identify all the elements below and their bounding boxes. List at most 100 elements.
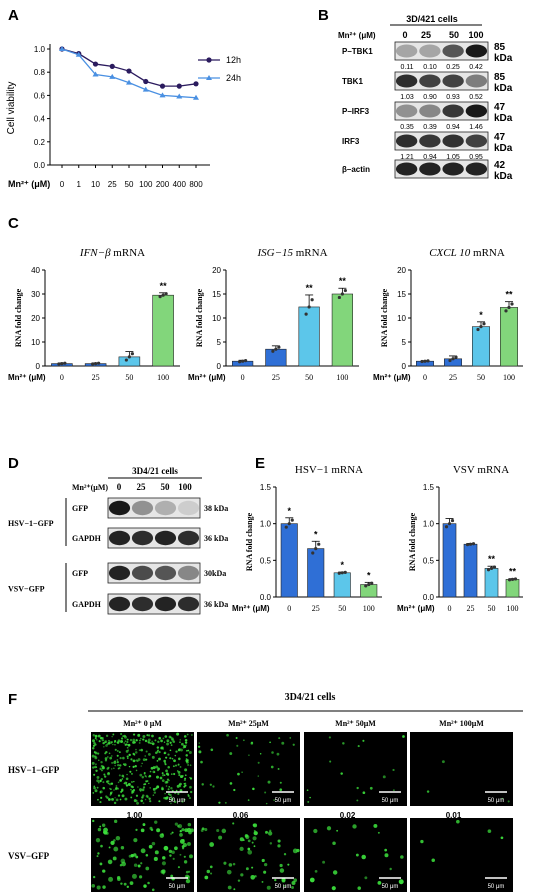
- ytick-label: 20: [212, 266, 221, 275]
- d-row-1-band: [131, 530, 154, 546]
- ytick-label: 5: [217, 338, 222, 347]
- f-gfp-dot: [131, 781, 133, 783]
- f-gfp-dot: [273, 799, 275, 801]
- d-row-kda: 30kDa: [204, 569, 226, 578]
- f-gfp-dot: [179, 766, 182, 768]
- f-gfp-dot: [141, 796, 144, 799]
- f-gfp-dot: [382, 775, 386, 779]
- ytick-label: 40: [31, 266, 40, 275]
- f-gfp-dot: [102, 786, 106, 790]
- f-gfp-dot: [128, 765, 131, 768]
- xtick-label: 25: [312, 604, 320, 613]
- xtick-label: 50: [488, 604, 496, 613]
- data-point: [510, 577, 515, 582]
- f-gfp-dot: [158, 800, 161, 803]
- f-gfp-dot: [134, 751, 138, 754]
- f-gfp-dot: [247, 850, 253, 855]
- bar: [484, 568, 499, 598]
- f-gfp-dot: [189, 790, 193, 794]
- data-point: [510, 302, 514, 306]
- f-gfp-dot: [226, 733, 229, 737]
- f-gfp-dot: [101, 823, 106, 827]
- data-point: [343, 570, 347, 574]
- b-row-kda-num: 85: [494, 72, 506, 83]
- b-row-kda-num: 42: [494, 160, 506, 171]
- a-ytick-label: 0.2: [34, 138, 46, 147]
- f-gfp-dot: [109, 787, 111, 790]
- f-gfp-dot: [177, 770, 181, 774]
- f-gfp-dot: [143, 783, 145, 786]
- f-gfp-dot: [102, 741, 105, 745]
- f-gfp-dot: [154, 739, 157, 742]
- f-gfp-dot: [132, 765, 135, 768]
- chart-title: ISG−15 mRNA: [256, 247, 327, 259]
- f-gfp-dot: [188, 751, 192, 755]
- data-point: [507, 305, 511, 310]
- f-col-label: Mn²⁺ 100μM: [439, 719, 484, 728]
- f-gfp-dot: [114, 764, 116, 767]
- f-gfp-dot: [274, 878, 277, 882]
- panel-letter-d: D: [8, 455, 19, 472]
- f-gfp-dot: [120, 882, 123, 885]
- f-gfp-dot: [169, 741, 172, 744]
- b-quant-value: 0.90: [423, 94, 437, 101]
- f-gfp-dot: [140, 848, 146, 854]
- f-gfp-dot: [171, 738, 175, 742]
- a-ytick-label: 0.8: [34, 68, 46, 77]
- f-gfp-dot: [183, 855, 186, 858]
- f-gfp-dot: [183, 860, 188, 864]
- f-gfp-dot: [227, 885, 232, 890]
- f-gfp-dot: [209, 783, 212, 786]
- d-row-1-band: [177, 530, 200, 546]
- f-gfp-dot: [103, 773, 106, 776]
- bar-chart-E2: 0.0 0.5 1.0 1.5 0 25 ** 50 ** 100 VSV mRNA RNA fold…: [397, 464, 523, 613]
- data-point: [367, 582, 371, 587]
- f-gfp-dot: [180, 775, 183, 779]
- data-point: [94, 362, 98, 366]
- f-gfp-dot: [236, 744, 239, 747]
- f-gfp-dot: [185, 870, 189, 874]
- b-cells-label: 3D/421 cells: [406, 14, 458, 24]
- f-gfp-dot: [181, 800, 184, 803]
- f-gfp-dot: [200, 760, 203, 764]
- a-ytick-label: 1.0: [34, 45, 46, 54]
- f-gfp-dot: [293, 878, 298, 883]
- b-row-1-band: [419, 74, 441, 88]
- f-gfp-dot: [265, 802, 268, 805]
- f-gfp-dot: [145, 854, 149, 857]
- f-gfp-dot: [269, 741, 271, 744]
- f-gfp-dot: [169, 757, 172, 760]
- xtick-label: 0: [60, 373, 64, 382]
- f-gfp-dot: [145, 750, 148, 753]
- f-gfp-dot: [177, 763, 180, 766]
- f-gfp-dot: [179, 853, 182, 856]
- f-gfp-dot: [164, 781, 168, 784]
- f-gfp-dot: [170, 832, 172, 835]
- f-gfp-dot: [137, 786, 139, 788]
- d-group-label: VSV−GFP: [8, 585, 45, 594]
- f-gfp-dot: [283, 853, 287, 856]
- f-gfp-dot: [123, 782, 125, 785]
- bar: [333, 572, 351, 598]
- sig-label: *: [314, 529, 318, 539]
- d-row-0-band: [108, 500, 131, 516]
- f-gfp-dot: [143, 771, 146, 774]
- b-row-kda-num: 47: [494, 132, 506, 143]
- f-gfp-dot: [426, 790, 430, 793]
- bar: [152, 294, 174, 367]
- d-row-2-membrane: [107, 562, 201, 584]
- f-gfp-dot: [130, 758, 133, 761]
- a-point-12h: [126, 68, 132, 74]
- bar: [505, 579, 520, 598]
- chart-ylabel: RNA fold change: [245, 512, 254, 571]
- f-gfp-dot: [149, 787, 151, 789]
- f-gfp-dot: [152, 766, 156, 770]
- d-row-label: GFP: [72, 569, 88, 578]
- f-gfp-dot: [178, 757, 181, 761]
- f-gfp-dot: [149, 770, 152, 773]
- xtick-label: 50: [338, 604, 346, 613]
- f-gfp-dot: [96, 786, 99, 789]
- f-gfp-dot: [189, 776, 191, 779]
- f-gfp-dot: [145, 758, 148, 761]
- xtick-label: 100: [503, 373, 515, 382]
